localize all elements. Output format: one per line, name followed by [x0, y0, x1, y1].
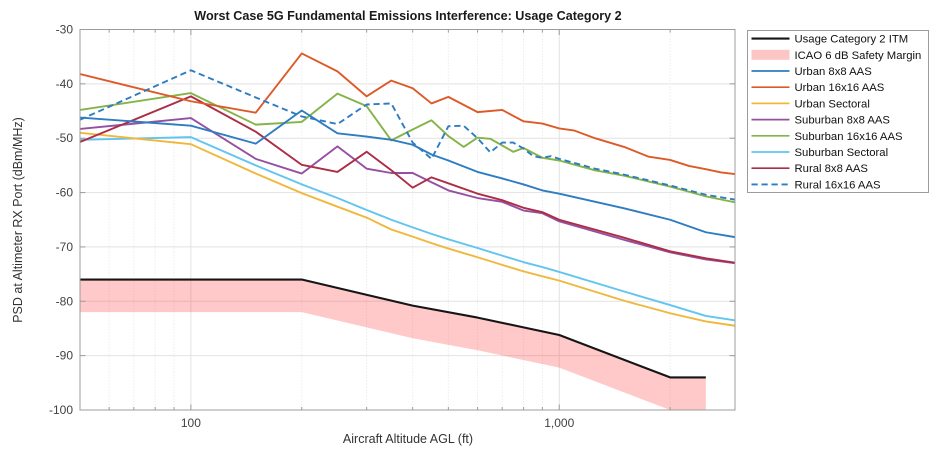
svg-text:-50: -50 — [56, 131, 74, 145]
svg-text:-80: -80 — [56, 294, 74, 308]
svg-text:Worst Case 5G Fundamental Emis: Worst Case 5G Fundamental Emissions Inte… — [194, 9, 621, 23]
svg-text:1,000: 1,000 — [544, 416, 574, 430]
svg-text:-90: -90 — [56, 349, 74, 363]
svg-text:Suburban 8x8 AAS: Suburban 8x8 AAS — [795, 115, 891, 127]
svg-text:Urban Sectoral: Urban Sectoral — [795, 98, 870, 110]
svg-text:-40: -40 — [56, 77, 74, 91]
svg-text:100: 100 — [181, 416, 201, 430]
svg-text:-30: -30 — [56, 23, 74, 37]
svg-text:Urban 16x16 AAS: Urban 16x16 AAS — [795, 82, 885, 94]
svg-text:Urban 8x8 AAS: Urban 8x8 AAS — [795, 66, 873, 78]
svg-text:Suburban 16x16 AAS: Suburban 16x16 AAS — [795, 131, 903, 143]
svg-text:-70: -70 — [56, 240, 74, 254]
svg-text:PSD at Altimeter RX Port (dBm/: PSD at Altimeter RX Port (dBm/MHz) — [11, 117, 25, 323]
svg-text:-60: -60 — [56, 186, 74, 200]
svg-text:Usage Category 2 ITM: Usage Category 2 ITM — [795, 34, 909, 46]
svg-text:Rural 8x8 AAS: Rural 8x8 AAS — [795, 163, 869, 175]
svg-text:Rural 16x16 AAS: Rural 16x16 AAS — [795, 179, 881, 191]
svg-text:-100: -100 — [49, 403, 73, 417]
svg-text:ICAO 6 dB Safety Margin: ICAO 6 dB Safety Margin — [795, 50, 922, 62]
svg-text:Suburban Sectoral: Suburban Sectoral — [795, 147, 889, 159]
svg-text:Aircraft Altitude AGL (ft): Aircraft Altitude AGL (ft) — [343, 432, 473, 446]
